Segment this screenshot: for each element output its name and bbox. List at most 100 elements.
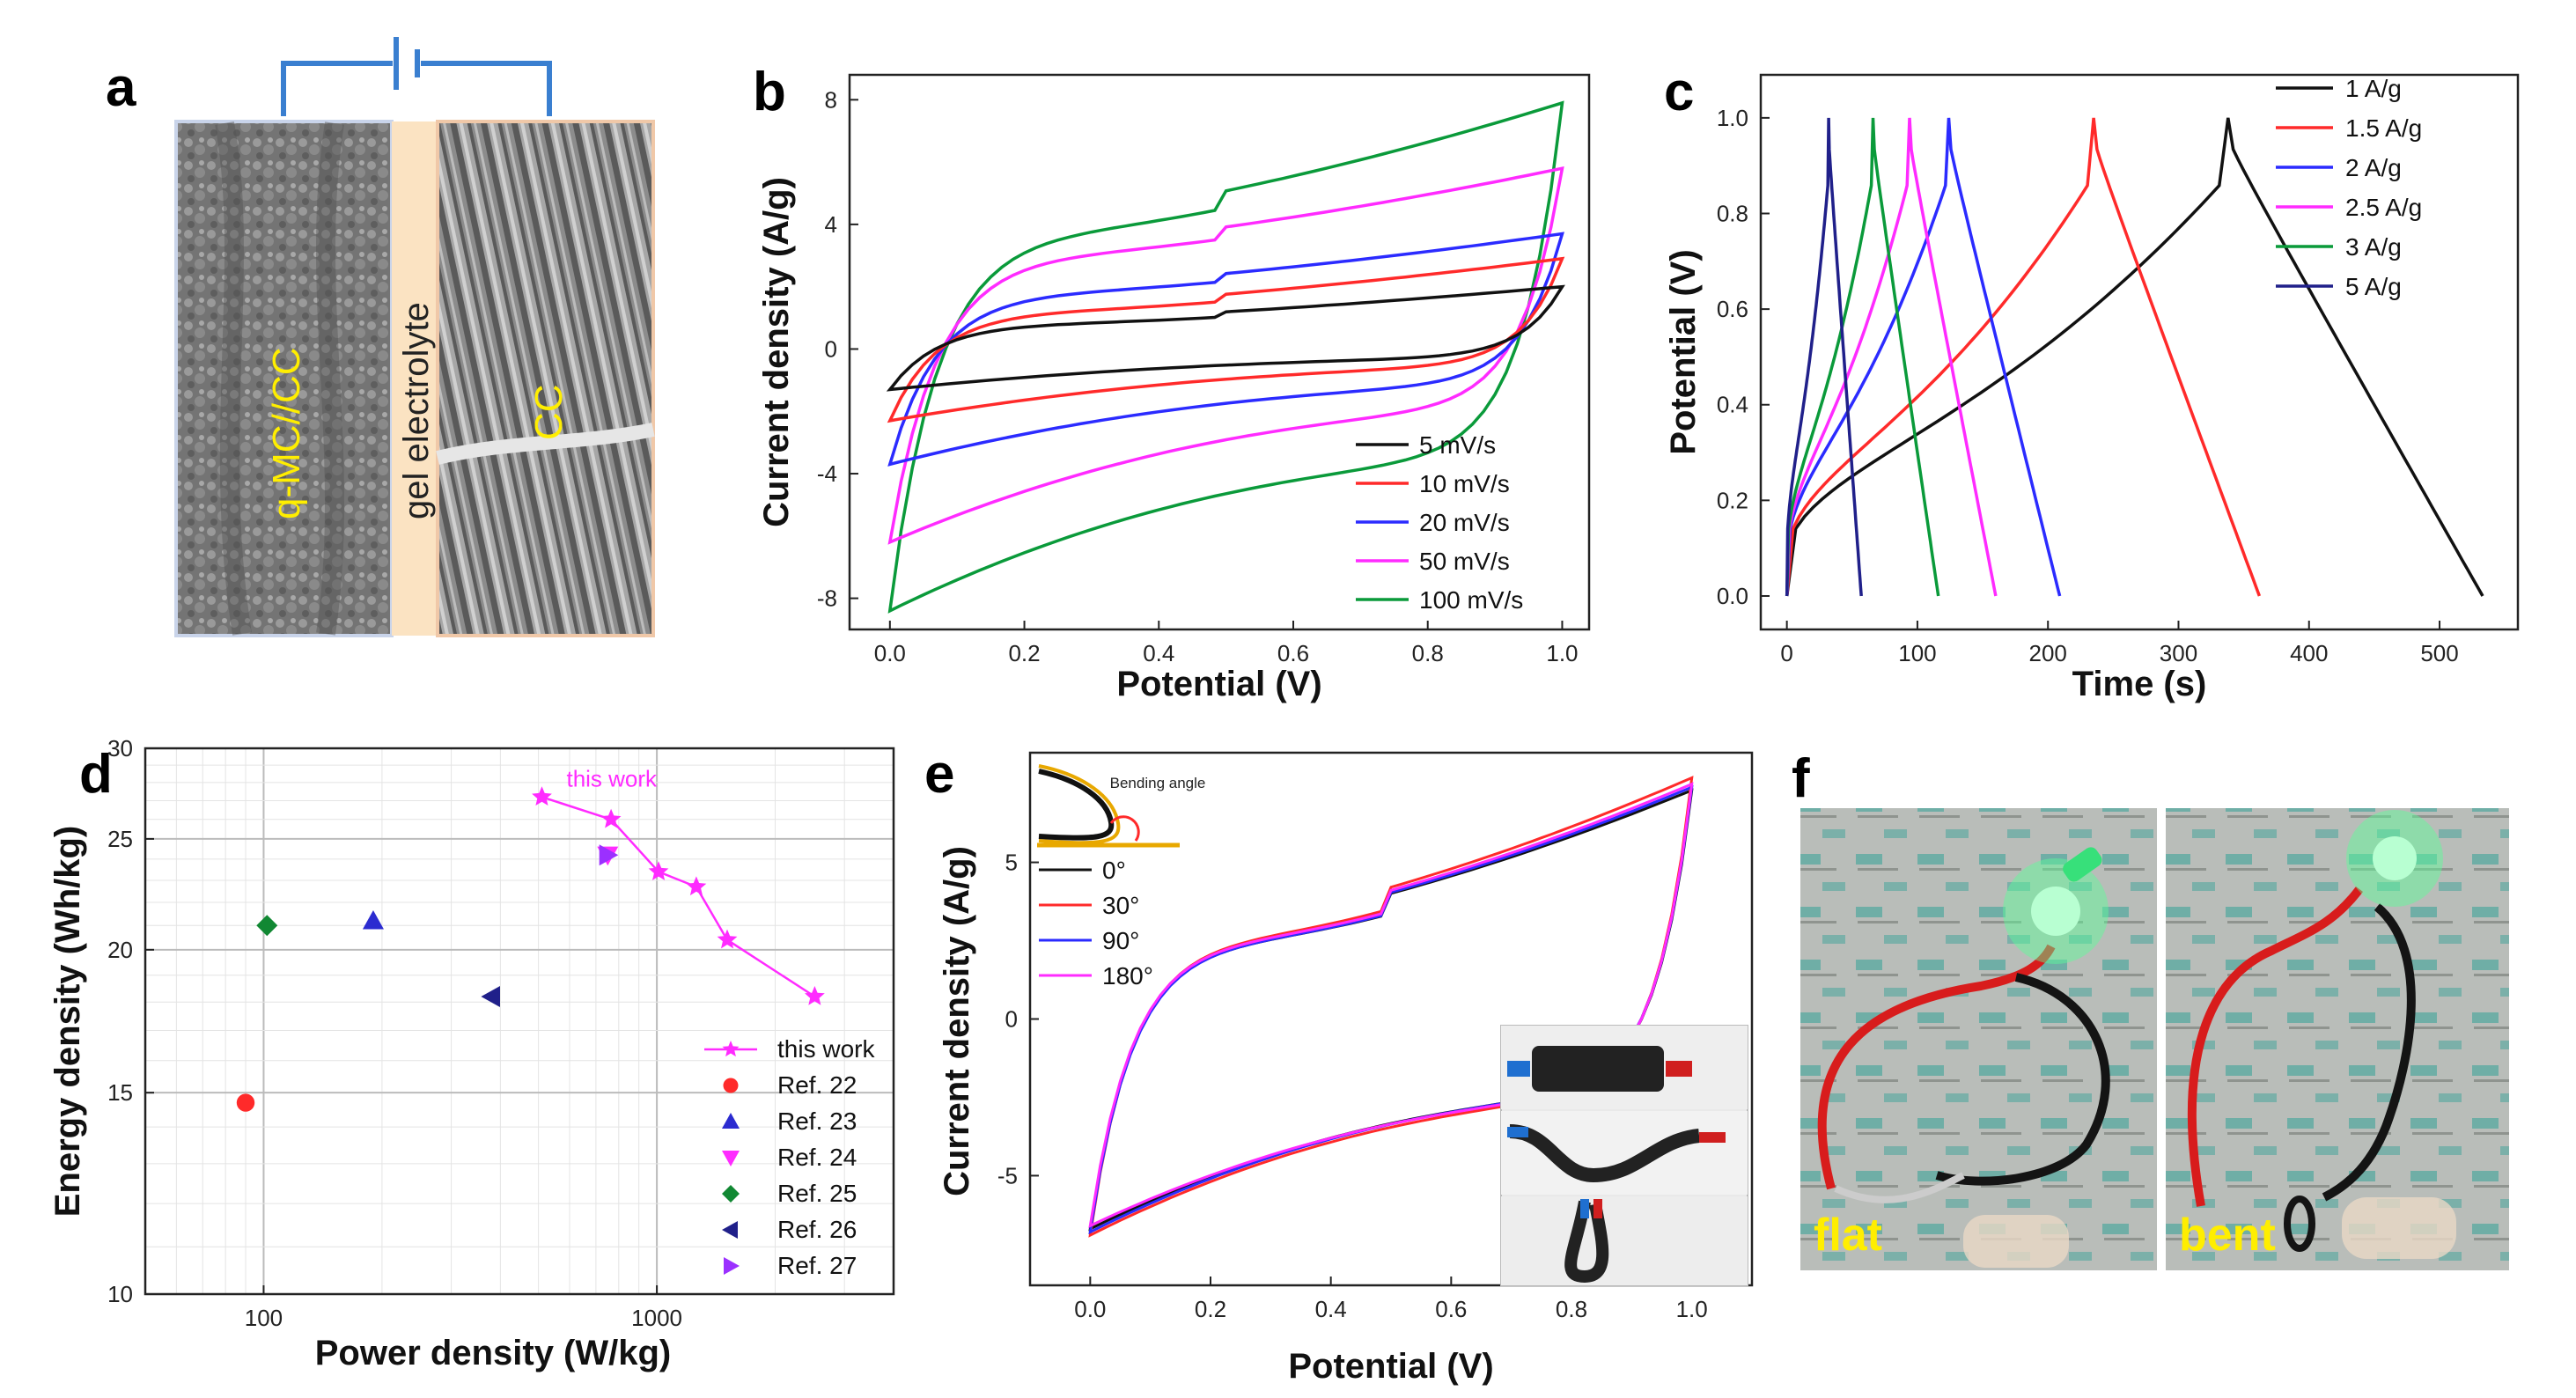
x-tick-label: 0.8 — [1412, 640, 1444, 666]
legend-label: 0° — [1102, 857, 1126, 884]
electrode-label: q-MC//CC — [265, 347, 308, 519]
legend-swatch — [724, 1257, 740, 1275]
y-tick-label: 0.8 — [1717, 201, 1748, 227]
y-axis-label-e: Current density (A/g) — [938, 846, 976, 1196]
series-group-c — [1785, 117, 2484, 597]
bending-photo-inset — [1500, 1025, 1748, 1286]
legend-c: 1 A/g 1.5 A/g 2 A/g 2.5 A/g 3 A/g 5 A/g — [2276, 75, 2422, 300]
marker-this-work — [686, 876, 707, 896]
gcd-curve-1-5-a-g — [1785, 117, 2262, 597]
legend-swatch — [722, 1041, 740, 1057]
series-group-d — [236, 786, 825, 1112]
legend-label: 5 mV/s — [1419, 431, 1496, 459]
y-tick-label: 20 — [107, 937, 133, 963]
panel-f: f flat bent — [1792, 748, 2509, 1270]
x-tick-label: 0.8 — [1556, 1296, 1587, 1322]
series-group-b — [886, 100, 1565, 614]
y-tick-label: 0.4 — [1717, 392, 1748, 418]
x-tick-label: 0.2 — [1195, 1296, 1226, 1322]
battery-circuit-icon — [281, 37, 552, 116]
photo-flat: flat — [1800, 808, 2157, 1270]
y-tick-label: 0 — [1005, 1006, 1018, 1033]
legend-label: Ref. 23 — [777, 1107, 857, 1135]
annotation-this-work: this work — [566, 765, 658, 791]
x-axis-label-e: Potential (V) — [1288, 1347, 1493, 1386]
panel-label-f: f — [1792, 748, 1810, 809]
gcd-curve-2-5-a-g — [1785, 117, 1998, 597]
x-tick-label: 400 — [2290, 640, 2328, 666]
marker-this-work — [532, 786, 552, 806]
y-tick-label: 0.0 — [1717, 583, 1748, 609]
legend-label: 3 A/g — [2345, 233, 2402, 261]
x-axis-label-b: Potential (V) — [1116, 665, 1321, 703]
legend-label: 10 mV/s — [1419, 470, 1510, 497]
x-tick-label: 0.4 — [1315, 1296, 1347, 1322]
marker-ref-22 — [236, 1093, 255, 1112]
legend-swatch — [722, 1151, 740, 1166]
marker-this-work — [717, 929, 738, 949]
legend-b: 5 mV/s 10 mV/s 20 mV/s 50 mV/s 100 mV/s — [1356, 431, 1523, 614]
gcd-curve-1-a-g — [1785, 117, 2484, 597]
x-tick-label: 0 — [1780, 640, 1792, 666]
bending-schematic-icon: Bending angle — [1037, 764, 1206, 848]
y-tick-label: 15 — [107, 1079, 133, 1106]
y-tick-label: 5 — [1005, 850, 1018, 876]
y-tick-label: 10 — [107, 1281, 133, 1307]
panel-e: e 0.0 0.2 0.4 0.6 0.8 1.0 -505 Potential (V) … — [924, 744, 1754, 1386]
legend-label: Ref. 24 — [777, 1144, 857, 1171]
y-tick-label: 25 — [107, 826, 133, 852]
panel-b: b 0.0 0.2 0.4 0.6 0.8 1.0 -8 -4 0 4 8 Potential (… — [753, 62, 1591, 703]
y-tick-label: 8 — [825, 86, 837, 113]
panel-d: d 100 1000 10 15 20 25 30 this work Power den… — [48, 735, 895, 1372]
legend-label: this work — [777, 1035, 875, 1063]
legend-label: 30° — [1102, 892, 1139, 919]
cv-curve-180 — [1088, 782, 1694, 1228]
panel-label-e: e — [924, 744, 954, 805]
y-axis-label-b: Current density (A/g) — [757, 177, 796, 527]
x-tick-label: 100 — [245, 1305, 283, 1331]
legend-label: 90° — [1102, 927, 1139, 954]
y-tick-label: -4 — [817, 460, 837, 487]
legend-label: Ref. 26 — [777, 1216, 857, 1243]
legend-label: Ref. 25 — [777, 1180, 857, 1207]
legend-label: 5 A/g — [2345, 273, 2402, 300]
gcd-curve-5-a-g — [1785, 117, 1863, 597]
x-tick-label: 100 — [1898, 640, 1936, 666]
cv-curve-100-mv-s — [887, 100, 1564, 614]
marker-this-work — [805, 986, 825, 1005]
y-ticks-e: -5 0 5 — [997, 850, 1039, 1188]
sem-image-qmc-cc — [174, 120, 394, 637]
bent-label: bent — [2179, 1210, 2276, 1261]
cv-curve-10-mv-s — [887, 256, 1565, 423]
x-tick-label: 200 — [2029, 640, 2067, 666]
plot-frame-c — [1759, 73, 2520, 631]
x-axis-label-d: Power density (W/kg) — [315, 1334, 672, 1372]
y-ticks-c: 0.0 0.2 0.4 0.6 0.8 1.0 — [1717, 105, 1770, 609]
panel-label-a: a — [106, 57, 136, 118]
x-tick-label: 0.2 — [1008, 640, 1040, 666]
panel-label-b: b — [753, 62, 786, 122]
legend-label: 1 A/g — [2345, 75, 2402, 102]
x-ticks-b: 0.0 0.2 0.4 0.6 0.8 1.0 — [874, 621, 1579, 666]
marker-ref-23 — [362, 909, 384, 930]
grid-d — [144, 748, 894, 1294]
inset-label-bending: Bending angle — [1110, 775, 1206, 791]
x-ticks-c: 0 100 200 300 400 500 — [1780, 621, 2459, 666]
x-tick-label: 0.6 — [1277, 640, 1309, 666]
panel-a: a — [106, 37, 655, 637]
y-tick-label: -8 — [817, 585, 837, 612]
series-group-e — [1088, 776, 1694, 1238]
gcd-curve-2-a-g — [1785, 117, 2062, 597]
marker-this-work — [648, 861, 669, 880]
y-tick-label: -5 — [997, 1162, 1018, 1188]
marker-ref-25 — [256, 915, 278, 937]
x-tick-label: 1000 — [631, 1305, 682, 1331]
x-tick-label: 0.6 — [1435, 1296, 1467, 1322]
legend-label: 2 A/g — [2345, 154, 2402, 181]
y-axis-label-c: Potential (V) — [1664, 249, 1703, 454]
y-tick-label: 0.6 — [1717, 296, 1748, 322]
cv-curve-20-mv-s — [887, 232, 1564, 467]
legend-swatch — [723, 1078, 739, 1093]
flat-label: flat — [1814, 1210, 1882, 1261]
y-tick-label: 1.0 — [1717, 105, 1748, 131]
